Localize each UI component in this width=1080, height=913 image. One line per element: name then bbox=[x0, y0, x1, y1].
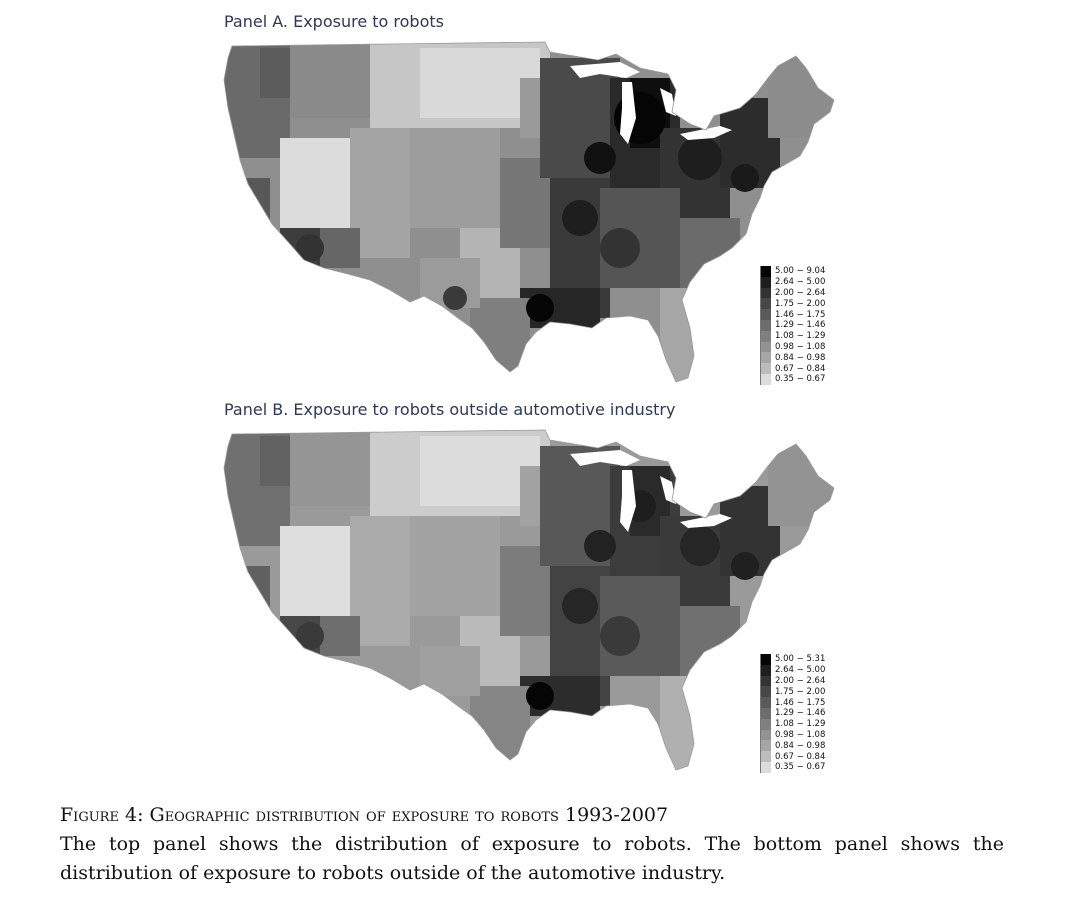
caption-text: The top panel shows the distribution of … bbox=[60, 833, 1004, 884]
legend-label: 0.35 − 0.67 bbox=[775, 762, 826, 773]
legend-label: 1.29 − 1.46 bbox=[775, 320, 826, 331]
legend-row: 1.29 − 1.46 bbox=[760, 319, 850, 331]
legend-label: 2.00 − 2.64 bbox=[775, 675, 826, 686]
panel-a-title: Panel A. Exposure to robots bbox=[224, 12, 444, 31]
legend-label: 2.64 − 5.00 bbox=[775, 665, 826, 676]
legend-row: 0.67 − 0.84 bbox=[760, 363, 850, 374]
legend-swatch bbox=[760, 697, 771, 708]
legend-label: 0.84 − 0.98 bbox=[775, 352, 826, 363]
caption-title: Geographic distribution of exposure to r… bbox=[149, 804, 669, 826]
panel-a-legend: 5.00 − 9.04 2.64 − 5.00 2.00 − 2.64 1.75… bbox=[760, 266, 850, 385]
legend-row: 1.46 − 1.75 bbox=[760, 697, 850, 708]
legend-swatch bbox=[760, 751, 771, 762]
legend-swatch bbox=[760, 319, 771, 331]
caption-title-line: Figure 4: Geographic distribution of exp… bbox=[60, 800, 1020, 830]
legend-row: 2.64 − 5.00 bbox=[760, 664, 850, 676]
figure-caption: Figure 4: Geographic distribution of exp… bbox=[60, 800, 1020, 888]
panel-a: Panel A. Exposure to robots bbox=[0, 0, 1080, 390]
legend-swatch bbox=[760, 718, 771, 730]
panel-a-great-lakes bbox=[570, 62, 732, 144]
panel-a-outline bbox=[223, 41, 835, 383]
legend-swatch bbox=[760, 266, 771, 277]
legend-label: 0.98 − 1.08 bbox=[775, 729, 826, 740]
legend-row: 1.75 − 2.00 bbox=[760, 298, 850, 310]
legend-swatch bbox=[760, 363, 771, 374]
legend-swatch bbox=[760, 761, 771, 773]
legend-row: 2.00 − 2.64 bbox=[760, 675, 850, 687]
legend-swatch bbox=[760, 729, 771, 741]
legend-row: 5.00 − 9.04 bbox=[760, 266, 850, 277]
legend-swatch bbox=[760, 664, 771, 676]
legend-row: 0.98 − 1.08 bbox=[760, 729, 850, 741]
legend-row: 0.35 − 0.67 bbox=[760, 761, 850, 773]
legend-label: 1.75 − 2.00 bbox=[775, 298, 826, 309]
legend-swatch bbox=[760, 298, 771, 310]
panel-b-regions bbox=[224, 430, 834, 770]
legend-label: 0.67 − 0.84 bbox=[775, 363, 826, 374]
panel-b-outline bbox=[223, 429, 835, 771]
legend-swatch bbox=[760, 276, 771, 288]
legend-label: 1.08 − 1.29 bbox=[775, 719, 826, 730]
legend-label: 2.64 − 5.00 bbox=[775, 277, 826, 288]
legend-row: 1.08 − 1.29 bbox=[760, 718, 850, 730]
legend-swatch bbox=[760, 373, 771, 385]
legend-swatch bbox=[760, 740, 771, 752]
legend-swatch bbox=[760, 287, 771, 299]
legend-label: 0.98 − 1.08 bbox=[775, 341, 826, 352]
figure-label: Figure 4: bbox=[60, 804, 144, 826]
legend-swatch bbox=[760, 309, 771, 320]
legend-label: 0.35 − 0.67 bbox=[775, 374, 826, 385]
legend-row: 1.46 − 1.75 bbox=[760, 309, 850, 320]
legend-label: 1.08 − 1.29 bbox=[775, 331, 826, 342]
panel-a-regions bbox=[224, 42, 834, 382]
legend-row: 0.98 − 1.08 bbox=[760, 341, 850, 353]
legend-row: 5.00 − 5.31 bbox=[760, 654, 850, 665]
panel-b-title: Panel B. Exposure to robots outside auto… bbox=[224, 400, 676, 419]
legend-row: 1.08 − 1.29 bbox=[760, 330, 850, 342]
legend-row: 0.67 − 0.84 bbox=[760, 751, 850, 762]
legend-swatch bbox=[760, 707, 771, 719]
legend-swatch bbox=[760, 686, 771, 698]
legend-label: 1.46 − 1.75 bbox=[775, 309, 826, 320]
legend-row: 1.29 − 1.46 bbox=[760, 707, 850, 719]
legend-label: 5.00 − 9.04 bbox=[775, 266, 826, 277]
panel-b-great-lakes bbox=[570, 450, 732, 532]
legend-label: 5.00 − 5.31 bbox=[775, 654, 826, 665]
legend-label: 2.00 − 2.64 bbox=[775, 287, 826, 298]
legend-swatch bbox=[760, 330, 771, 342]
legend-swatch bbox=[760, 675, 771, 687]
legend-swatch bbox=[760, 352, 771, 364]
legend-row: 2.00 − 2.64 bbox=[760, 287, 850, 299]
panel-b-map bbox=[223, 429, 835, 771]
legend-label: 0.67 − 0.84 bbox=[775, 751, 826, 762]
legend-label: 1.46 − 1.75 bbox=[775, 697, 826, 708]
panel-b-legend: 5.00 − 5.31 2.64 − 5.00 2.00 − 2.64 1.75… bbox=[760, 654, 850, 773]
legend-row: 0.35 − 0.67 bbox=[760, 373, 850, 385]
legend-row: 2.64 − 5.00 bbox=[760, 276, 850, 288]
legend-row: 0.84 − 0.98 bbox=[760, 352, 850, 364]
legend-row: 0.84 − 0.98 bbox=[760, 740, 850, 752]
legend-label: 1.75 − 2.00 bbox=[775, 686, 826, 697]
panel-a-map bbox=[223, 41, 835, 383]
legend-row: 1.75 − 2.00 bbox=[760, 686, 850, 698]
panel-b: Panel B. Exposure to robots outside auto… bbox=[0, 388, 1080, 778]
legend-label: 0.84 − 0.98 bbox=[775, 740, 826, 751]
legend-label: 1.29 − 1.46 bbox=[775, 708, 826, 719]
legend-swatch bbox=[760, 654, 771, 665]
legend-swatch bbox=[760, 341, 771, 353]
